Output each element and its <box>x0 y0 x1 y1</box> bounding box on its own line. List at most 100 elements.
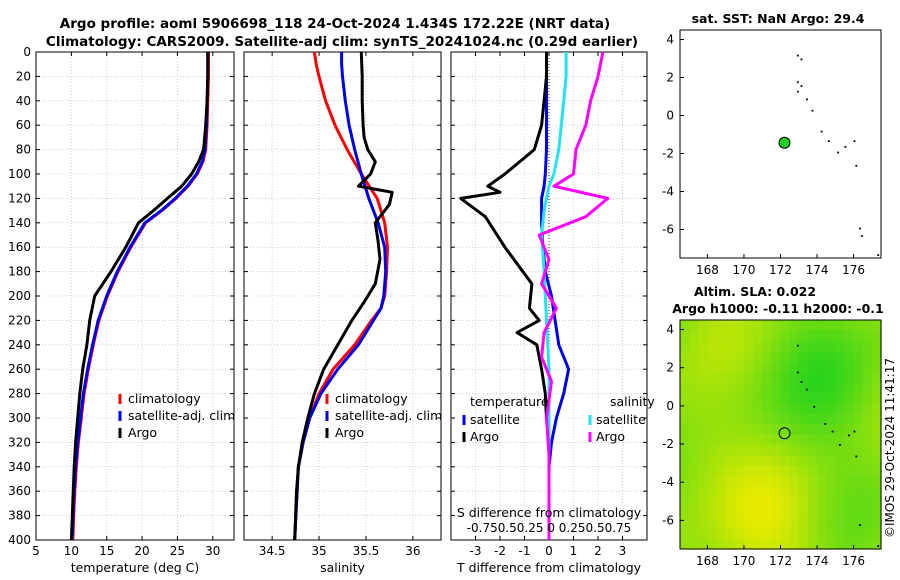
sla-cell <box>844 382 855 394</box>
sla-cell <box>680 403 690 415</box>
sla-cell <box>716 413 727 425</box>
sla-cell <box>743 507 754 519</box>
sla-cell <box>762 486 772 498</box>
sla-cell <box>707 476 718 488</box>
legend-label: Argo <box>470 429 499 444</box>
x-axis-label: T difference from climatology <box>456 560 642 575</box>
sla-cell <box>771 486 782 498</box>
sla-cell <box>707 351 718 363</box>
sla-cell <box>871 372 882 384</box>
sla-cell <box>853 424 864 436</box>
sla-cell <box>789 372 800 384</box>
sla-cell <box>734 538 745 550</box>
sla-cell <box>817 434 827 446</box>
sla-cell <box>743 372 754 384</box>
sla-cell <box>871 382 882 394</box>
sla-cell <box>716 361 727 373</box>
sla-cell <box>762 413 772 425</box>
sla-cell <box>807 444 818 456</box>
sla-cell <box>771 538 782 550</box>
sla-cell <box>835 476 846 488</box>
sla-cell <box>698 413 709 425</box>
island-mark <box>811 109 814 112</box>
sla-cell <box>734 361 745 373</box>
sla-cell <box>817 372 827 384</box>
sla-map-subtitle: Argo h1000: -0.11 h2000: -0.1 <box>672 301 884 316</box>
island-mark <box>853 140 856 142</box>
sla-cell <box>771 382 782 394</box>
y-tick-label: 0 <box>666 109 674 123</box>
sla-cell <box>680 444 690 456</box>
sla-cell <box>835 382 846 394</box>
sla-cell <box>789 361 800 373</box>
sla-cell <box>789 382 800 394</box>
sla-cell <box>862 361 873 373</box>
sla-cell <box>680 507 690 519</box>
sla-cell <box>753 340 763 352</box>
sla-cell <box>771 392 782 404</box>
sla-cell <box>680 372 690 384</box>
sla-cell <box>743 413 754 425</box>
y-tick-label: 280 <box>8 387 31 401</box>
sla-cell <box>743 486 754 498</box>
sla-cell <box>835 434 846 446</box>
sla-cell <box>707 517 718 529</box>
sla-cell <box>835 330 846 342</box>
sla-cell <box>871 413 882 425</box>
x-tick-label: 20 <box>134 544 149 558</box>
sla-cell <box>743 392 754 404</box>
y-tick-label: 320 <box>8 435 31 449</box>
sla-cell <box>743 517 754 529</box>
sla-cell <box>734 507 745 519</box>
x-tick-label: 172 <box>769 554 792 568</box>
sla-cell <box>698 528 709 540</box>
sla-cell <box>716 382 727 394</box>
sla-cell <box>680 528 690 540</box>
sla-cell <box>853 392 864 404</box>
x-tick-label: 170 <box>733 554 756 568</box>
sla-cell <box>798 351 809 363</box>
sla-cell <box>716 403 727 415</box>
sla-cell <box>689 330 699 342</box>
sla-cell <box>680 361 690 373</box>
sla-cell <box>734 528 745 540</box>
y-tick-label: 4 <box>666 33 674 47</box>
sla-cell <box>798 528 809 540</box>
sla-cell <box>743 330 754 342</box>
sla-cell <box>807 320 818 332</box>
sla-cell <box>844 403 855 415</box>
sla-cell <box>871 486 882 498</box>
sla-cell <box>853 538 864 550</box>
sla-cell <box>762 517 772 529</box>
sla-cell <box>798 496 809 508</box>
series-line-satellite-adj-clim <box>70 52 210 541</box>
y-tick-label: 0 <box>23 45 31 59</box>
sla-cell <box>753 372 763 384</box>
sla-cell <box>753 444 763 456</box>
y-tick-label: -2 <box>662 437 674 451</box>
sla-cell <box>762 372 772 384</box>
sla-cell <box>853 455 864 467</box>
island-mark <box>800 85 803 87</box>
sla-cell <box>707 496 718 508</box>
sla-cell <box>789 486 800 498</box>
sla-cell <box>753 486 763 498</box>
x-tick-label: -2 <box>494 544 506 558</box>
sla-cell <box>780 372 791 384</box>
sla-cell <box>798 517 809 529</box>
y-tick-label: 20 <box>16 69 31 83</box>
sla-cell <box>817 455 827 467</box>
sla-cell <box>826 465 836 477</box>
sla-cell <box>771 340 782 352</box>
x-tick-label: 168 <box>696 554 719 568</box>
sla-cell <box>743 434 754 446</box>
sla-cell <box>716 486 727 498</box>
sla-cell <box>780 320 791 332</box>
sla-cell <box>862 444 873 456</box>
sla-cell <box>789 351 800 363</box>
sla-cell <box>862 351 873 363</box>
sla-cell <box>725 434 736 446</box>
sla-cell <box>780 476 791 488</box>
sla-cell <box>771 320 782 332</box>
sla-cell <box>853 361 864 373</box>
